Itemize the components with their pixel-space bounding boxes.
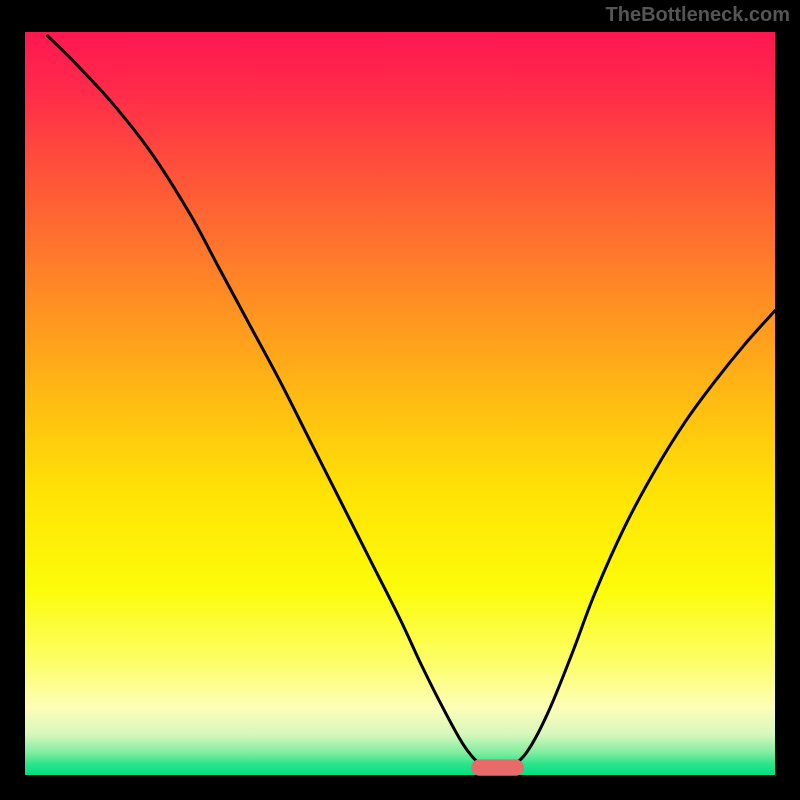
chart-container: TheBottleneck.com — [0, 0, 800, 800]
watermark-text: TheBottleneck.com — [606, 4, 790, 27]
plot-background — [25, 32, 775, 775]
optimal-marker — [471, 759, 524, 775]
bottleneck-chart — [0, 0, 800, 800]
